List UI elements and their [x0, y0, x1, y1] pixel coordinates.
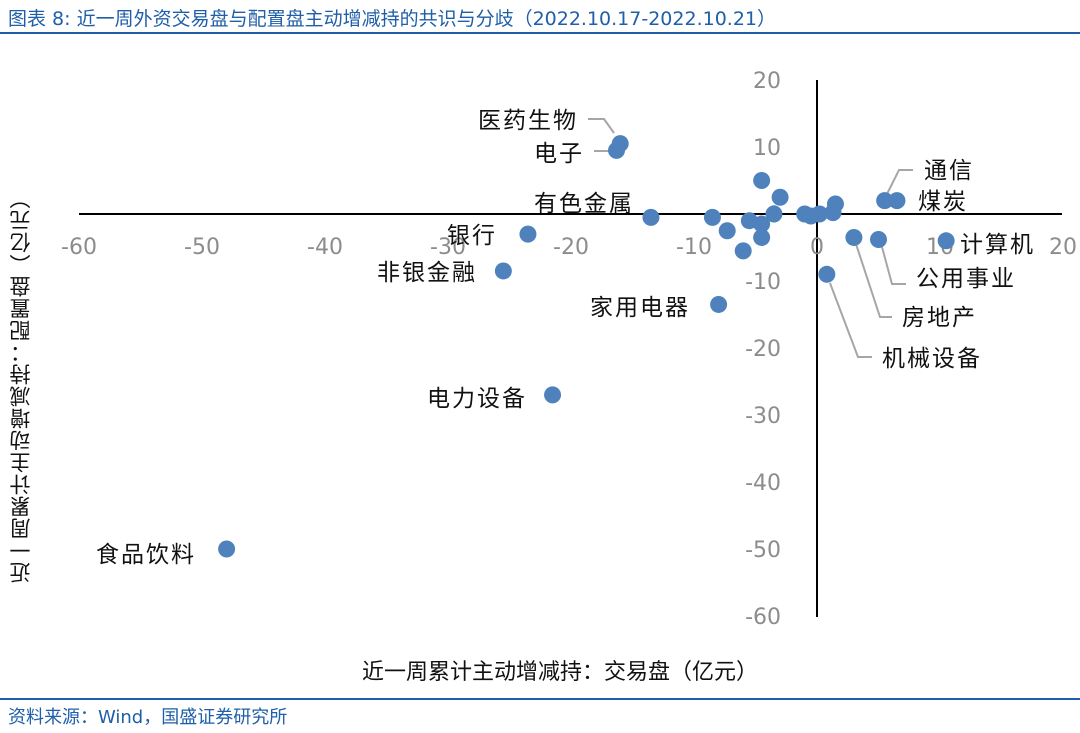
data-point [519, 225, 537, 243]
x-axis-label: 近一周累计主动增减持：交易盘（亿元） [361, 660, 758, 685]
data-point [710, 295, 728, 313]
y-axis-label: 近一周累计主动增减持：配置盘（亿元） [9, 187, 33, 583]
data-label: 食品饮料 [96, 542, 196, 568]
data-point [818, 265, 836, 283]
data-point-unlabeled [753, 215, 771, 233]
x-tick-label: -30 [430, 235, 466, 260]
data-label: 通信 [924, 158, 974, 184]
data-point-unlabeled [703, 208, 721, 226]
data-point [937, 232, 955, 250]
data-point-unlabeled [810, 205, 828, 223]
data-point [544, 386, 562, 404]
y-tick-label: 20 [753, 69, 781, 94]
data-label: 非银金融 [377, 260, 477, 286]
data-label: 有色金属 [534, 191, 634, 217]
data-point [845, 228, 863, 246]
x-tick-label: 0 [810, 235, 824, 260]
y-tick-label: 10 [753, 136, 781, 161]
data-point [218, 540, 236, 558]
data-label: 机械设备 [882, 346, 982, 372]
data-point [870, 230, 887, 248]
y-tick-label: -30 [745, 404, 781, 429]
data-label: 计算机 [960, 232, 1035, 258]
data-point [888, 192, 906, 210]
x-tick-label: -40 [307, 235, 343, 260]
leader-line [588, 118, 615, 134]
data-point-unlabeled [824, 204, 842, 222]
x-tick-label: 20 [1049, 235, 1077, 260]
data-point-unlabeled [753, 228, 771, 246]
data-label: 家用电器 [590, 295, 690, 321]
data-label: 房地产 [902, 305, 977, 331]
data-point-unlabeled [753, 172, 771, 189]
leader-line [885, 169, 913, 197]
data-label: 银行 [447, 223, 497, 249]
chart-title: 图表 8: 近一周外资交易盘与配置盘主动增减持的共识与分歧（2022.10.17… [8, 8, 776, 30]
data-point [494, 262, 512, 280]
source-note: 资料来源：Wind，国盛证券研究所 [8, 707, 288, 728]
data-point-unlabeled [771, 188, 789, 206]
y-tick-label: -60 [745, 605, 781, 630]
data-label: 煤炭 [918, 189, 968, 215]
data-label: 医药生物 [478, 108, 578, 134]
data-point-unlabeled [734, 242, 752, 260]
source-divider [0, 698, 1080, 700]
data-point [876, 192, 894, 210]
data-label: 电力设备 [427, 386, 527, 412]
x-tick-label: -20 [553, 235, 589, 260]
leader-line [855, 243, 892, 318]
y-tick-label: -50 [745, 538, 781, 563]
title-divider [0, 32, 1080, 34]
data-label: 电子 [534, 141, 584, 167]
y-tick-label: -40 [745, 471, 781, 496]
x-tick-label: -50 [184, 235, 220, 260]
x-tick-label: -10 [676, 235, 712, 260]
y-tick-label: -20 [745, 337, 781, 362]
data-point-unlabeled [765, 205, 783, 223]
x-tick-label: -60 [61, 235, 97, 260]
data-point [608, 141, 626, 159]
y-tick-label: -10 [745, 270, 781, 295]
data-point [642, 208, 660, 226]
leader-line [881, 246, 906, 285]
data-point-unlabeled [718, 222, 736, 240]
leader-line [829, 282, 872, 358]
data-label: 公用事业 [916, 266, 1016, 292]
